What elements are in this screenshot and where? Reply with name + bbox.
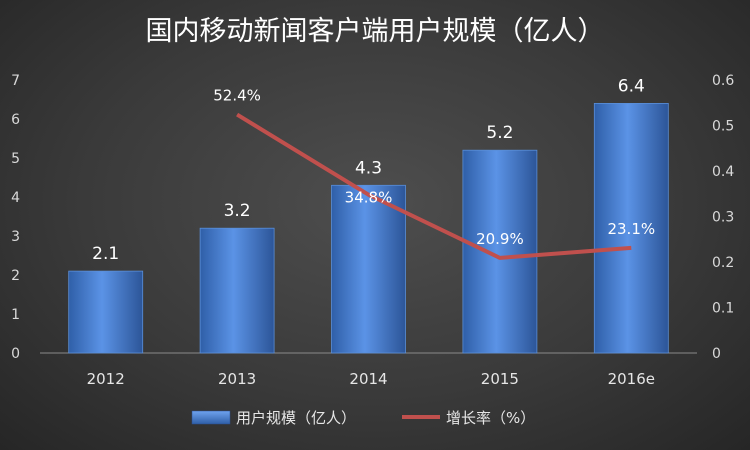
left-y-axis: 0 1 2 3 4 5 6 7	[11, 73, 20, 362]
x-tick-label-4: 2016e	[608, 370, 655, 388]
left-tick-label-2: 2	[11, 268, 20, 284]
left-tick-label-5: 5	[11, 151, 20, 167]
x-axis: 2012 2013 2014 2015 2016e	[87, 370, 655, 388]
bar-2016e	[593, 103, 669, 354]
bar-value-label-2013: 3.2	[224, 201, 251, 221]
right-tick-label-3: 0.3	[712, 210, 734, 226]
x-tick-label-0: 2012	[87, 370, 125, 388]
right-tick-label-6: 0.6	[712, 73, 734, 89]
bar-value-label-2014: 4.3	[355, 158, 382, 178]
growth-rate-line	[236, 112, 632, 260]
right-y-axis: 0 0.1 0.2 0.3 0.4 0.5 0.6	[712, 73, 734, 362]
legend-label-bar: 用户规模（亿人）	[236, 409, 356, 427]
right-tick-label-4: 0.4	[712, 164, 734, 180]
legend-label-line: 增长率（%）	[446, 409, 535, 427]
growth-value-label-2014: 34.8%	[345, 189, 393, 207]
right-tick-label-2: 0.2	[712, 255, 734, 271]
right-tick-label-5: 0.5	[712, 119, 734, 135]
x-tick-label-1: 2013	[218, 370, 256, 388]
left-tick-label-3: 3	[11, 229, 20, 245]
line-series	[236, 112, 632, 260]
line-data-labels: 52.4% 34.8% 20.9% 23.1%	[213, 87, 655, 248]
left-tick-label-4: 4	[11, 190, 20, 206]
legend: 用户规模（亿人） 增长率（%）	[191, 409, 535, 427]
growth-value-label-2015: 20.9%	[476, 230, 524, 248]
growth-value-label-2016e: 23.1%	[607, 220, 655, 238]
left-tick-label-1: 1	[11, 307, 20, 323]
bar-2014	[331, 184, 406, 354]
x-tick-label-3: 2015	[481, 370, 519, 388]
left-tick-label-7: 7	[11, 73, 20, 89]
bar-2013	[199, 227, 275, 354]
bar-value-label-2015: 5.2	[486, 123, 513, 143]
right-tick-label-1: 0.1	[712, 301, 734, 317]
bar-series	[68, 103, 669, 354]
bar-2012	[68, 270, 144, 354]
bar-2015	[462, 149, 538, 354]
growth-value-label-2013: 52.4%	[213, 87, 261, 105]
bar-value-label-2016e: 6.4	[618, 76, 645, 96]
bar-data-labels: 2.1 3.2 4.3 5.2 6.4	[92, 76, 645, 264]
right-tick-label-0: 0	[712, 346, 721, 362]
left-tick-label-6: 6	[11, 112, 20, 128]
legend-swatch-bar	[191, 410, 231, 425]
chart-title: 国内移动新闻客户端用户规模（亿人）	[146, 16, 605, 47]
bar-value-label-2012: 2.1	[92, 244, 119, 264]
x-tick-label-2: 2014	[349, 370, 387, 388]
left-tick-label-0: 0	[11, 346, 20, 362]
